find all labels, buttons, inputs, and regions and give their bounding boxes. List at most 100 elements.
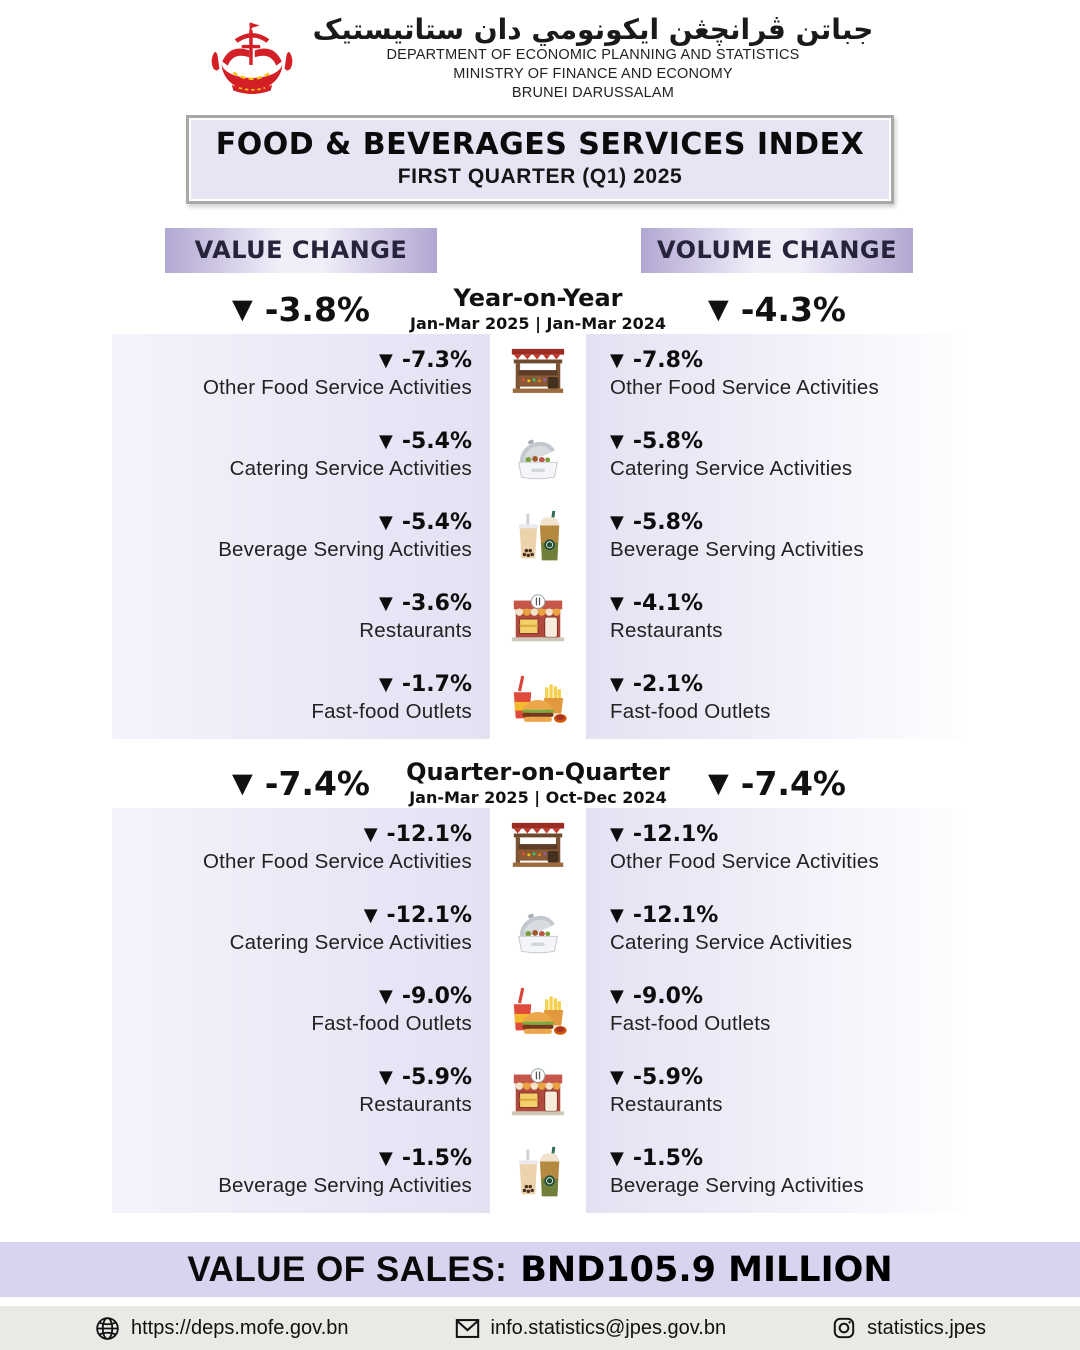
category-label: Fast-food Outlets <box>311 699 472 723</box>
down-arrow-icon: ▼ <box>379 985 393 1007</box>
column-headers: VALUE CHANGE VOLUME CHANGE <box>112 228 968 274</box>
category-label: Other Food Service Activities <box>203 849 472 873</box>
qoq-volume-total: ▼ -7.4% <box>586 767 968 800</box>
down-arrow-icon: ▼ <box>363 823 378 845</box>
yoy-value-panel: ▼ -7.3% Other Food Service Activities ▼ -5… <box>112 334 490 740</box>
catering-icon <box>490 415 586 496</box>
down-arrow-icon: ▼ <box>363 904 378 926</box>
table-row: ▼ -1.7% Fast-food Outlets <box>112 658 490 739</box>
table-row: ▼ -2.1% Fast-food Outlets <box>586 658 968 739</box>
website-url: https://deps.mofe.gov.bn <box>130 1316 349 1339</box>
table-row: ▼ -1.5% Beverage Serving Activities <box>586 1132 968 1213</box>
fast-food-icon <box>490 658 586 739</box>
down-arrow-icon: ▼ <box>610 985 624 1007</box>
globe-icon <box>94 1315 121 1342</box>
down-arrow-icon: ▼ <box>610 904 624 926</box>
value-of-sales-banner: VALUE OF SALES: BND105.9 MILLION <box>0 1242 1080 1297</box>
down-arrow-icon: ▼ <box>610 1147 624 1169</box>
down-arrow-icon: ▼ <box>610 673 624 695</box>
qoq-icon-column <box>490 808 586 1214</box>
pct-value: -12.1% <box>386 821 472 847</box>
yoy-volume-panel: ▼ -7.8% Other Food Service Activities ▼ -5… <box>586 334 968 740</box>
category-label: Restaurants <box>610 618 723 642</box>
qoq-value-total-pct: -7.4% <box>264 764 370 804</box>
sales-label: VALUE OF SALES: <box>187 1249 508 1289</box>
brunei-crest-logo <box>207 21 297 95</box>
bubble-tea-icon <box>490 1132 586 1213</box>
section-quarter-on-quarter: ▼ -7.4% Quarter-on-Quarter Jan-Mar 2025 … <box>0 759 1080 1214</box>
department-name-line1: DEPARTMENT OF ECONOMIC PLANNING AND STAT… <box>386 47 800 64</box>
category-label: Fast-food Outlets <box>311 1011 472 1035</box>
yoy-title: Year-on-Year <box>453 284 623 313</box>
down-arrow-icon: ▼ <box>610 349 624 371</box>
qoq-volume-total-pct: -7.4% <box>740 764 846 804</box>
table-row: ▼ -7.8% Other Food Service Activities <box>586 334 968 415</box>
down-arrow-icon: ▼ <box>379 430 393 452</box>
table-row: ▼ -5.4% Beverage Serving Activities <box>112 496 490 577</box>
down-arrow-icon: ▼ <box>610 823 624 845</box>
table-row: ▼ -5.9% Restaurants <box>586 1051 968 1132</box>
table-row: ▼ -12.1% Catering Service Activities <box>112 889 490 970</box>
yoy-icon-column <box>490 334 586 740</box>
table-row: ▼ -9.0% Fast-food Outlets <box>586 970 968 1051</box>
category-label: Beverage Serving Activities <box>218 1173 472 1197</box>
down-arrow-icon: ▼ <box>379 673 393 695</box>
catering-icon <box>490 889 586 970</box>
down-arrow-icon: ▼ <box>379 1066 393 1088</box>
qoq-headline: ▼ -7.4% Quarter-on-Quarter Jan-Mar 2025 … <box>112 759 968 807</box>
pct-value: -9.0% <box>632 983 703 1009</box>
email-link[interactable]: info.statistics@jpes.gov.bn <box>454 1315 727 1342</box>
bubble-tea-icon <box>490 496 586 577</box>
down-arrow-icon: ▼ <box>379 349 393 371</box>
yoy-value-total-pct: -3.8% <box>264 290 370 330</box>
food-stall-icon <box>490 334 586 415</box>
category-label: Fast-food Outlets <box>610 1011 771 1035</box>
category-label: Other Food Service Activities <box>610 849 879 873</box>
qoq-value-panel: ▼ -12.1% Other Food Service Activities ▼ -… <box>112 808 490 1214</box>
yoy-period-block: Year-on-Year Jan-Mar 2025 | Jan-Mar 2024 <box>348 284 728 333</box>
department-name-line3: BRUNEI DARUSSALAM <box>511 84 675 101</box>
instagram-handle: statistics.jpes <box>867 1316 987 1339</box>
pct-value: -7.3% <box>401 347 472 373</box>
category-label: Catering Service Activities <box>229 930 472 954</box>
pct-value: -5.8% <box>632 428 703 454</box>
qoq-period: Jan-Mar 2025 | Oct-Dec 2024 <box>409 787 667 807</box>
pct-value: -1.5% <box>401 1145 472 1171</box>
category-label: Restaurants <box>359 1092 472 1116</box>
down-arrow-icon: ▼ <box>379 1147 393 1169</box>
pct-value: -2.1% <box>632 671 703 697</box>
pct-value: -9.0% <box>401 983 472 1009</box>
category-label: Beverage Serving Activities <box>218 537 472 561</box>
pct-value: -7.8% <box>632 347 703 373</box>
table-row: ▼ -4.1% Restaurants <box>586 577 968 658</box>
website-link[interactable]: https://deps.mofe.gov.bn <box>94 1315 349 1342</box>
qoq-value-total: ▼ -7.4% <box>112 767 490 800</box>
category-label: Other Food Service Activities <box>610 375 879 399</box>
report-title-box: FOOD & BEVERAGES SERVICES INDEX FIRST QU… <box>186 114 894 205</box>
pct-value: -5.9% <box>401 1064 472 1090</box>
email-address: info.statistics@jpes.gov.bn <box>490 1316 727 1339</box>
pct-value: -3.6% <box>401 590 472 616</box>
category-label: Restaurants <box>610 1092 723 1116</box>
table-row: ▼ -1.5% Beverage Serving Activities <box>112 1132 490 1213</box>
table-row: ▼ -5.8% Catering Service Activities <box>586 415 968 496</box>
down-arrow-icon: ▼ <box>610 511 624 533</box>
category-label: Beverage Serving Activities <box>610 1173 864 1197</box>
table-row: ▼ -12.1% Other Food Service Activities <box>112 808 490 889</box>
category-label: Restaurants <box>359 618 472 642</box>
pct-value: -1.5% <box>632 1145 703 1171</box>
down-arrow-icon: ▼ <box>379 511 393 533</box>
yoy-volume-total-pct: -4.3% <box>740 290 846 330</box>
pct-value: -5.4% <box>401 509 472 535</box>
down-arrow-icon: ▼ <box>379 592 393 614</box>
category-label: Catering Service Activities <box>229 456 472 480</box>
down-arrow-icon: ▼ <box>232 294 253 326</box>
department-name-jawi: جباتن ڤرانچڠن ايكونومي دان ستاتيستيک <box>312 13 874 46</box>
table-row: ▼ -5.4% Catering Service Activities <box>112 415 490 496</box>
qoq-period-block: Quarter-on-Quarter Jan-Mar 2025 | Oct-De… <box>348 759 728 807</box>
down-arrow-icon: ▼ <box>708 768 729 800</box>
category-label: Catering Service Activities <box>610 456 853 480</box>
qoq-body: ▼ -12.1% Other Food Service Activities ▼ -… <box>112 808 968 1214</box>
department-name-line2: MINISTRY OF FINANCE AND ECONOMY <box>453 66 733 83</box>
instagram-link[interactable]: statistics.jpes <box>831 1315 986 1341</box>
